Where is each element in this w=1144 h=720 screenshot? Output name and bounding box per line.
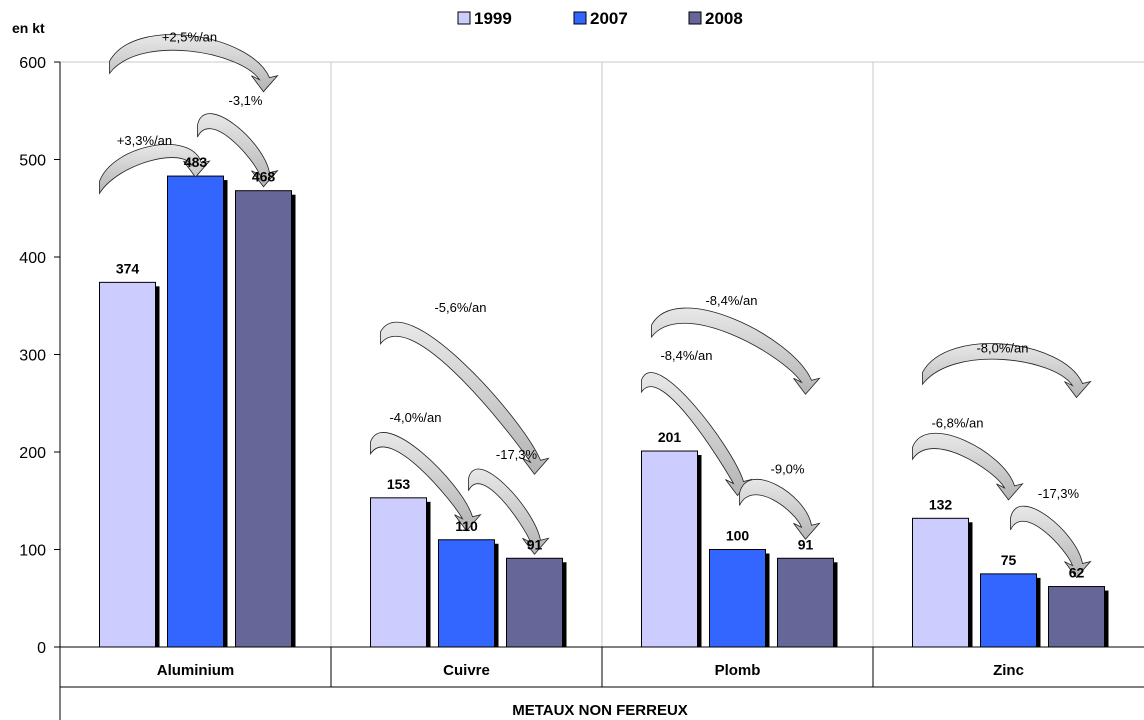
- growth-annotation: -17,3%: [1038, 486, 1080, 501]
- growth-arrow: [912, 432, 1024, 501]
- data-label: 153: [387, 476, 411, 492]
- bar: [777, 557, 834, 648]
- data-label: 91: [527, 536, 543, 552]
- growth-arrow: [739, 479, 821, 540]
- data-label: 100: [726, 528, 750, 544]
- legend-label: 1999: [474, 9, 512, 28]
- data-label: 110: [455, 518, 478, 534]
- growth-arrow: [922, 343, 1092, 399]
- y-tick-label: 200: [19, 445, 46, 462]
- legend: 1999 2007 2008: [457, 9, 743, 28]
- growth-arrow: [197, 113, 279, 188]
- data-label: 62: [1069, 565, 1085, 581]
- unit-label: en kt: [12, 20, 45, 36]
- y-tick-label: 300: [19, 348, 46, 365]
- bar: [980, 573, 1037, 648]
- bar: [1048, 586, 1105, 648]
- bar: [709, 549, 766, 648]
- growth-annotation: +3,3%/an: [117, 133, 172, 148]
- bar: [370, 497, 427, 648]
- x-tick-label: Plomb: [715, 662, 761, 679]
- growth-annotation: -5,6%/an: [434, 300, 486, 315]
- growth-arrow: [1010, 505, 1092, 579]
- growth-arrow: [370, 432, 482, 532]
- legend-swatch: [457, 11, 471, 25]
- y-tick-label: 100: [19, 543, 46, 560]
- growth-annotation: +2,5%/an: [162, 29, 217, 44]
- growth-arrow: [99, 144, 211, 195]
- data-label: 132: [929, 496, 953, 512]
- growth-annotation: -6,8%/an: [931, 415, 983, 430]
- bar: [438, 539, 495, 648]
- x-axis-title: METAUX NON FERREUX: [512, 702, 688, 719]
- growth-annotation: -4,0%/an: [389, 410, 441, 425]
- growth-annotation: -8,4%/an: [660, 348, 712, 363]
- y-tick-label: 400: [19, 250, 46, 267]
- y-tick-label: 0: [37, 640, 46, 657]
- growth-annotation: -8,0%/an: [976, 340, 1028, 355]
- data-label: 374: [116, 260, 140, 276]
- data-label: 75: [1001, 552, 1017, 568]
- y-tick-label: 600: [19, 55, 46, 72]
- growth-arrow: [468, 468, 550, 555]
- data-label: 91: [798, 536, 814, 552]
- growth-arrow: [651, 307, 821, 395]
- legend-label: 2008: [705, 9, 743, 28]
- growth-arrow: [109, 34, 279, 93]
- x-tick-label: Aluminium: [157, 662, 235, 679]
- bar: [167, 175, 224, 648]
- growth-annotation: -17,3%: [496, 447, 538, 462]
- legend-swatch: [688, 11, 702, 25]
- x-tick-label: Cuivre: [443, 662, 490, 679]
- legend-swatch: [573, 11, 587, 25]
- y-tick-label: 500: [19, 153, 46, 170]
- growth-arrow: [380, 322, 550, 475]
- legend-label: 2007: [590, 9, 628, 28]
- labels: 0 100 200 300 400 500 600 Aluminium Cuivre Plomb Z…: [19, 29, 1084, 679]
- data-label: 201: [658, 429, 682, 445]
- data-label: 468: [252, 169, 276, 185]
- bars: [99, 175, 1109, 648]
- bar: [641, 450, 698, 648]
- bar: [235, 190, 292, 648]
- bar: [912, 517, 969, 648]
- growth-annotation: -9,0%: [771, 462, 805, 477]
- x-tick-label: Zinc: [993, 662, 1024, 679]
- data-label: 483: [184, 154, 208, 170]
- growth-annotation: -3,1%: [229, 93, 263, 108]
- bar: [99, 281, 156, 648]
- growth-arrows: [99, 34, 1092, 579]
- axes: [54, 61, 1144, 720]
- growth-annotation: -8,4%/an: [705, 293, 757, 308]
- growth-arrow: [641, 372, 753, 497]
- bar: [506, 557, 563, 648]
